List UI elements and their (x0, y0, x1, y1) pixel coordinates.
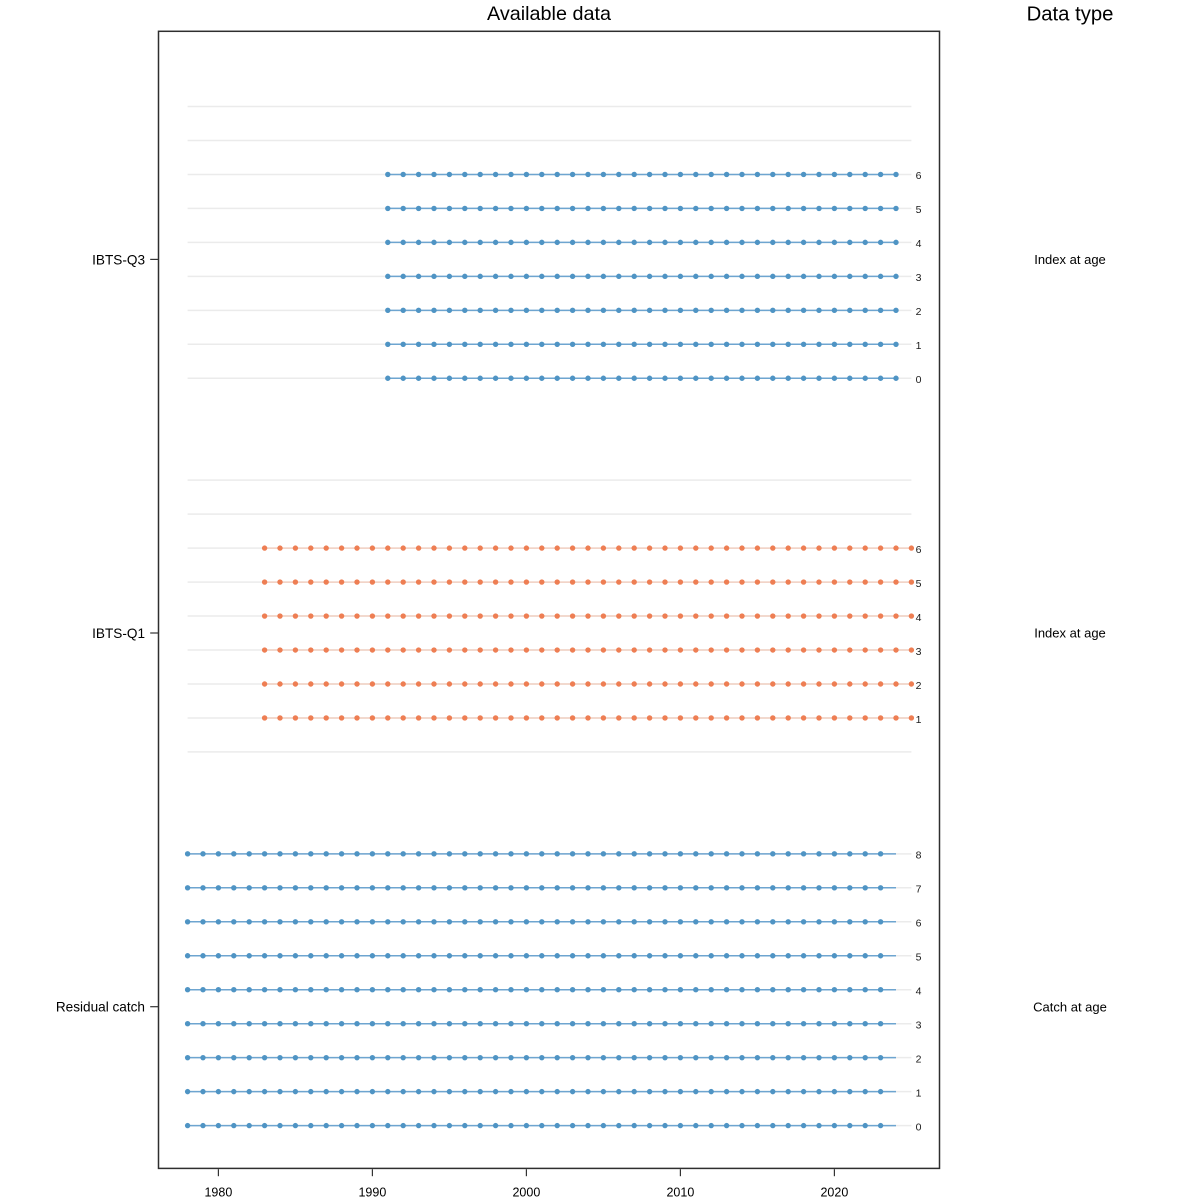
svg-text:1: 1 (916, 1087, 922, 1099)
svg-text:Index at age: Index at age (1034, 252, 1106, 267)
svg-text:2020: 2020 (820, 1186, 848, 1200)
svg-text:6: 6 (916, 170, 922, 182)
svg-text:Catch at age: Catch at age (1033, 999, 1107, 1014)
svg-text:1: 1 (916, 714, 922, 726)
svg-text:1: 1 (916, 340, 922, 352)
svg-text:2: 2 (916, 1054, 922, 1066)
svg-text:2000: 2000 (512, 1186, 540, 1200)
svg-text:4: 4 (916, 986, 922, 998)
svg-text:3: 3 (916, 646, 922, 658)
svg-text:Available data: Available data (487, 3, 611, 25)
svg-text:1990: 1990 (358, 1186, 386, 1200)
svg-text:Data type: Data type (1027, 4, 1114, 26)
svg-text:3: 3 (916, 272, 922, 284)
svg-text:2: 2 (916, 680, 922, 692)
svg-text:4: 4 (916, 612, 922, 624)
svg-text:6: 6 (916, 918, 922, 930)
svg-text:4: 4 (916, 238, 922, 250)
svg-text:5: 5 (916, 952, 922, 964)
svg-text:IBTS-Q1: IBTS-Q1 (92, 626, 145, 641)
svg-text:7: 7 (916, 884, 922, 896)
svg-text:6: 6 (916, 544, 922, 556)
svg-text:5: 5 (916, 578, 922, 590)
svg-text:3: 3 (916, 1020, 922, 1032)
svg-text:0: 0 (916, 1121, 922, 1133)
svg-text:Index at age: Index at age (1034, 626, 1106, 641)
svg-text:8: 8 (916, 850, 922, 862)
svg-text:5: 5 (916, 204, 922, 216)
svg-text:Residual catch: Residual catch (56, 1000, 145, 1015)
svg-text:1980: 1980 (204, 1186, 232, 1200)
svg-text:2: 2 (916, 306, 922, 318)
svg-text:2010: 2010 (666, 1186, 694, 1200)
svg-text:IBTS-Q3: IBTS-Q3 (92, 252, 145, 267)
svg-text:0: 0 (916, 374, 922, 386)
